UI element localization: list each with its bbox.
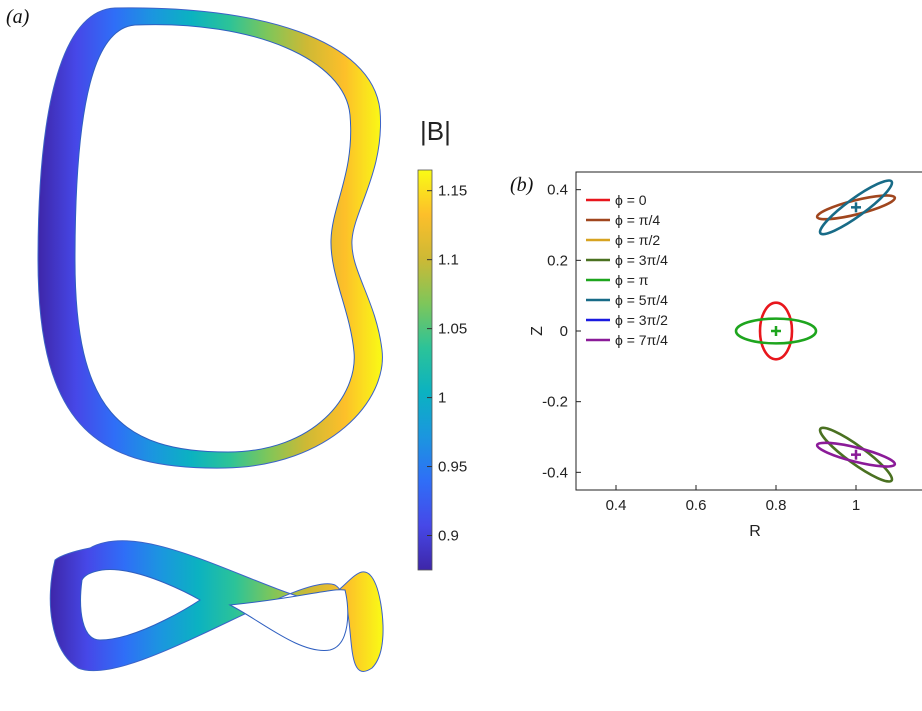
- legend-label: ϕ = π/4: [615, 212, 660, 228]
- colorbar-strip: [417, 169, 433, 571]
- y-tick-label: 0.2: [547, 252, 568, 269]
- ellipse-series-1: [815, 194, 897, 221]
- x-tick-label: 0.6: [686, 497, 707, 514]
- colorbar-tick-label: 0.9: [438, 528, 459, 545]
- y-tick-label: -0.2: [542, 394, 568, 411]
- panel-b-label: (b): [510, 174, 534, 196]
- center-marker-1: [851, 202, 861, 213]
- y-axis-label: Z: [529, 326, 546, 336]
- legend-entry-6: ϕ = 3π/2: [586, 312, 668, 328]
- legend: ϕ = 0 ϕ = π/4 ϕ = π/2 ϕ = 3π/4 ϕ = π ϕ = 5π/4…: [586, 192, 668, 348]
- colorbar-title: |B|: [420, 116, 451, 146]
- x-tick-label: 0.4: [606, 497, 627, 514]
- legend-entry-1: ϕ = π/4: [586, 212, 660, 228]
- coil-surface-top-view: [37, 7, 383, 469]
- ellipse-series-5: [818, 179, 894, 236]
- colorbar: |B| 0.9 0.95 1 1.05 1.1 1.15: [417, 116, 467, 571]
- y-tick-label: 0.4: [547, 182, 568, 199]
- colorbar-tick-label: 1.1: [438, 252, 459, 269]
- ellipse-series: [734, 179, 897, 483]
- legend-entry-0: ϕ = 0: [586, 192, 647, 208]
- legend-entry-2: ϕ = π/2: [586, 232, 660, 248]
- chart-b: 0.40.60.811.20.40.20-0.2-0.4 ϕ = 0ϕ = π/…: [529, 171, 922, 540]
- colorbar-tick-label: 1: [438, 390, 446, 407]
- colorbar-tick-label: 1.05: [438, 321, 467, 338]
- center-marker-0: [771, 326, 781, 336]
- panel-a-label: (a): [6, 6, 30, 28]
- colorbar-ticks: 0.9 0.95 1 1.05 1.1 1.15: [427, 183, 467, 545]
- x-tick-label: 1: [852, 497, 860, 514]
- legend-label: ϕ = 7π/4: [615, 332, 668, 348]
- legend-label: ϕ = 0: [615, 192, 647, 208]
- ellipse-series-7: [815, 441, 897, 468]
- x-axis-label: R: [749, 523, 761, 540]
- legend-label: ϕ = 5π/4: [615, 292, 668, 308]
- legend-entry-3: ϕ = 3π/4: [586, 252, 668, 268]
- axis-ticks: 0.40.60.811.20.40.20-0.2-0.4: [542, 182, 860, 514]
- legend-entry-5: ϕ = 5π/4: [586, 292, 668, 308]
- y-tick-label: -0.4: [542, 464, 568, 481]
- colorbar-tick-label: 1.15: [438, 183, 467, 200]
- colorbar-tick-label: 0.95: [438, 459, 467, 476]
- legend-label: ϕ = π/2: [615, 232, 660, 248]
- center-marker-3: [851, 449, 861, 460]
- y-tick-label: 0: [560, 323, 568, 340]
- legend-label: ϕ = 3π/4: [615, 252, 668, 268]
- ellipse-series-4: [734, 317, 818, 345]
- ellipse-series-0: [758, 301, 794, 361]
- center-markers: [771, 202, 861, 460]
- legend-entry-7: ϕ = 7π/4: [586, 332, 668, 348]
- legend-label: ϕ = π: [615, 272, 649, 288]
- legend-label: ϕ = 3π/2: [615, 312, 668, 328]
- x-tick-label: 0.8: [766, 497, 787, 514]
- legend-entry-4: ϕ = π: [586, 272, 649, 288]
- coil-surface-side-view: [49, 540, 384, 672]
